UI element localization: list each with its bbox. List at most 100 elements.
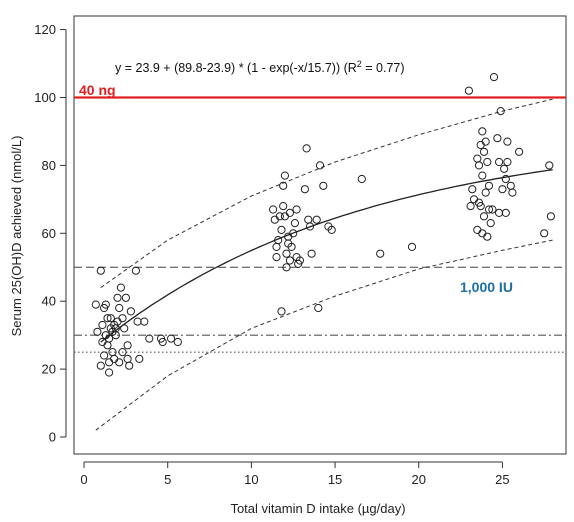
data-point bbox=[488, 205, 497, 214]
lower-band-line bbox=[95, 239, 553, 431]
data-point bbox=[289, 229, 298, 238]
data-point bbox=[272, 242, 281, 251]
x-axis-title: Total vitamin D intake (µg/day) bbox=[230, 501, 405, 516]
data-point bbox=[120, 324, 129, 333]
data-point bbox=[126, 307, 135, 316]
y-tick-label: 0 bbox=[49, 430, 56, 445]
data-point bbox=[118, 348, 127, 357]
data-point bbox=[545, 161, 554, 170]
data-point bbox=[495, 157, 504, 167]
data-point bbox=[495, 208, 504, 217]
data-point bbox=[479, 212, 489, 221]
data-point bbox=[282, 263, 291, 272]
data-point bbox=[290, 219, 299, 228]
data-point bbox=[280, 212, 289, 221]
data-point bbox=[98, 337, 107, 347]
data-point bbox=[319, 181, 328, 190]
y-tick-label: 20 bbox=[42, 362, 56, 377]
data-point bbox=[307, 249, 316, 258]
data-point bbox=[305, 222, 315, 231]
data-point bbox=[121, 293, 131, 302]
data-point bbox=[464, 86, 473, 95]
data-point bbox=[486, 219, 495, 228]
data-point bbox=[113, 293, 122, 302]
data-point bbox=[327, 225, 336, 234]
data-point bbox=[285, 256, 294, 265]
data-point bbox=[279, 181, 288, 190]
annotation-1000iu: 1,000 IU bbox=[460, 279, 513, 295]
y-axis-title: Serum 25(OH)D achieved (nmol/L) bbox=[9, 136, 24, 337]
data-point bbox=[115, 358, 124, 367]
data-point bbox=[275, 212, 284, 221]
data-point bbox=[158, 337, 167, 347]
upper-band-line bbox=[100, 98, 553, 289]
data-point bbox=[135, 354, 144, 363]
fit-equation-superscript: 2 bbox=[357, 59, 362, 69]
data-point bbox=[503, 137, 512, 146]
data-point bbox=[295, 256, 304, 265]
y-tick-label: 100 bbox=[34, 90, 56, 105]
data-point bbox=[98, 320, 107, 330]
data-point bbox=[91, 300, 100, 309]
data-point bbox=[500, 164, 509, 173]
data-point bbox=[103, 314, 112, 323]
data-point bbox=[481, 137, 490, 146]
data-point bbox=[501, 208, 510, 217]
data-point bbox=[478, 127, 487, 136]
data-point bbox=[125, 361, 134, 370]
data-point bbox=[473, 225, 482, 234]
reference-lines bbox=[74, 96, 566, 353]
data-point bbox=[116, 283, 126, 292]
data-point bbox=[515, 147, 524, 156]
fit-equation: y = 23.9 + (89.8-23.9) * (1 - exp(-x/15.… bbox=[115, 59, 405, 75]
data-point bbox=[506, 181, 515, 190]
data-point bbox=[474, 161, 484, 170]
data-point bbox=[123, 354, 132, 363]
fit-curve-group bbox=[100, 169, 553, 343]
data-point bbox=[105, 334, 114, 343]
data-point bbox=[503, 157, 512, 167]
data-point bbox=[468, 185, 477, 194]
data-point bbox=[476, 202, 485, 211]
data-point bbox=[100, 351, 109, 360]
data-point bbox=[476, 140, 485, 150]
data-point bbox=[489, 73, 499, 82]
data-point bbox=[483, 157, 492, 167]
data-point bbox=[479, 147, 489, 156]
data-point bbox=[466, 202, 475, 211]
data-point bbox=[123, 341, 132, 350]
data-point bbox=[498, 185, 507, 194]
data-point bbox=[272, 253, 281, 262]
data-point bbox=[106, 314, 115, 323]
data-point bbox=[93, 327, 102, 336]
data-point bbox=[496, 107, 505, 116]
data-point bbox=[304, 215, 313, 224]
fit-equation-suffix: = 0.77) bbox=[362, 61, 405, 75]
plot-frame bbox=[73, 15, 567, 455]
data-point bbox=[469, 195, 479, 204]
annotation-40ng: 40 ng bbox=[79, 82, 116, 98]
data-point bbox=[285, 208, 294, 217]
data-point bbox=[270, 215, 279, 224]
data-point bbox=[540, 229, 549, 238]
data-point bbox=[145, 334, 154, 343]
data-point bbox=[140, 317, 149, 326]
data-point bbox=[493, 134, 502, 143]
y-tick-label: 80 bbox=[42, 158, 56, 173]
data-point bbox=[508, 188, 517, 197]
data-points bbox=[91, 73, 556, 377]
x-tick-label: 0 bbox=[80, 472, 87, 487]
x-tick-label: 10 bbox=[244, 472, 258, 487]
x-tick-label: 20 bbox=[412, 472, 426, 487]
data-point bbox=[484, 205, 494, 214]
data-point bbox=[115, 303, 124, 313]
data-point bbox=[478, 229, 487, 238]
data-point bbox=[473, 154, 482, 163]
data-point bbox=[546, 212, 556, 221]
data-point bbox=[167, 334, 176, 343]
x-tick-label: 5 bbox=[164, 472, 171, 487]
data-point bbox=[105, 358, 114, 367]
data-point bbox=[501, 174, 510, 184]
fit-equation-prefix: y = 23.9 + (89.8-23.9) * (1 - exp(-x/15.… bbox=[115, 61, 357, 75]
